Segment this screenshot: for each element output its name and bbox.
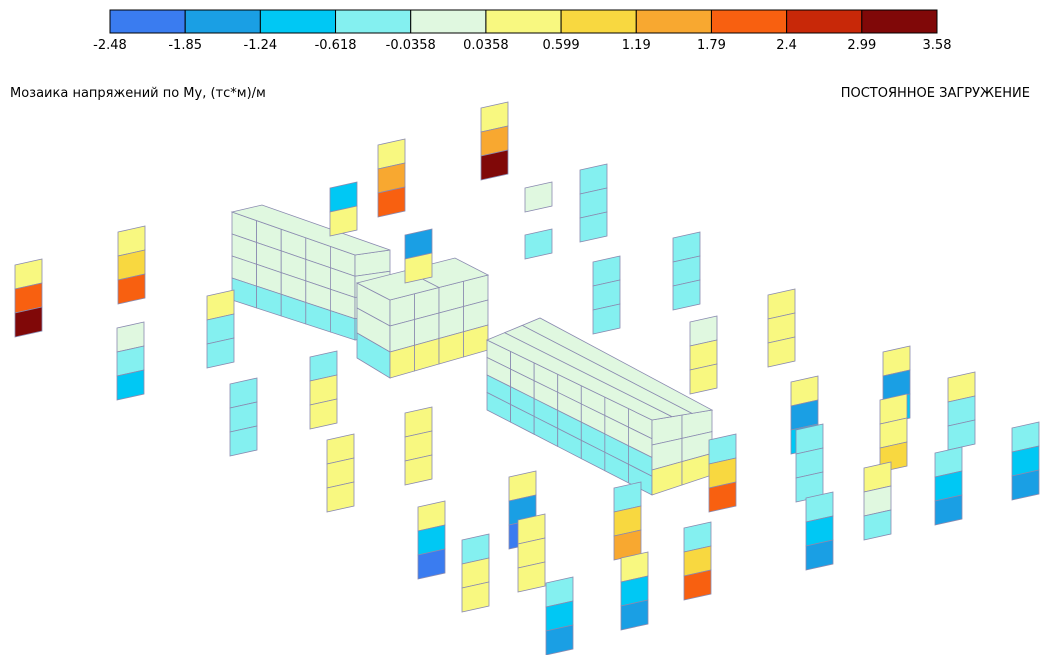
legend-swatch bbox=[410, 9, 487, 34]
legend-tick-label: 2.99 bbox=[847, 38, 876, 53]
legend-swatch bbox=[184, 9, 261, 34]
legend-swatch bbox=[560, 9, 637, 34]
mosaic-cell bbox=[377, 186, 406, 218]
title: Мозаика напряжений по My, (тс*м)/м bbox=[10, 86, 266, 101]
mosaic-cell bbox=[404, 252, 433, 284]
mosaic-cell bbox=[683, 569, 712, 601]
legend-swatch bbox=[635, 9, 712, 34]
mosaic-cell bbox=[708, 481, 737, 513]
legend-tick-label: -1.24 bbox=[244, 38, 278, 53]
mosaic-cell bbox=[524, 181, 553, 213]
mosaic-cell bbox=[480, 149, 509, 181]
mosaic-cell bbox=[326, 481, 355, 513]
mosaic-cell bbox=[14, 306, 43, 338]
legend-swatch bbox=[335, 9, 412, 34]
mosaic-cell bbox=[521, 317, 714, 414]
mosaic-cell bbox=[116, 369, 145, 401]
legend-swatch bbox=[786, 9, 863, 34]
mosaic-cell bbox=[206, 337, 235, 369]
mosaic-cell bbox=[1011, 469, 1040, 501]
mosaic-cell bbox=[592, 303, 621, 335]
legend-tick-label: 1.19 bbox=[622, 38, 651, 53]
mosaic-cell bbox=[579, 211, 608, 243]
mosaic-cell bbox=[417, 548, 446, 580]
legend-tick-label: 0.599 bbox=[542, 38, 579, 53]
mosaic-cell bbox=[672, 279, 701, 311]
mosaic-cell bbox=[934, 494, 963, 526]
mosaic-cell bbox=[404, 454, 433, 486]
mosaic-cell bbox=[524, 228, 553, 260]
load-case: ПОСТОЯННОЕ ЗАГРУЖЕНИЕ bbox=[841, 86, 1030, 101]
mosaic-cell bbox=[620, 599, 649, 631]
mosaic-cell bbox=[689, 363, 718, 395]
mosaic-cell bbox=[805, 539, 834, 571]
legend-tick-label: 3.58 bbox=[923, 38, 952, 53]
mosaic-cell bbox=[947, 419, 976, 451]
legend-swatch bbox=[485, 9, 562, 34]
legend-swatch bbox=[861, 9, 938, 34]
legend-tick-label: -0.0358 bbox=[386, 38, 436, 53]
mosaic-cell bbox=[863, 509, 892, 541]
mosaic-cell bbox=[329, 205, 358, 237]
legend-tick-label: -2.48 bbox=[93, 38, 127, 53]
legend-swatch bbox=[109, 9, 186, 34]
legend-swatch bbox=[710, 9, 788, 34]
mosaic-cell bbox=[309, 398, 338, 430]
legend-tick-label: 1.79 bbox=[697, 38, 726, 53]
legend-tick-label: -1.85 bbox=[168, 38, 202, 53]
legend-tick-label: -0.618 bbox=[315, 38, 357, 53]
legend-tick-label: 0.0358 bbox=[463, 38, 509, 53]
mosaic-cell bbox=[517, 561, 546, 593]
mosaic-cell bbox=[229, 425, 258, 457]
mosaic-cell bbox=[545, 624, 574, 656]
legend-swatch bbox=[259, 9, 337, 34]
mosaic-cell bbox=[461, 581, 490, 613]
mosaic-cell bbox=[230, 204, 391, 256]
legend-tick-label: 2.4 bbox=[776, 38, 797, 53]
mosaic-cell bbox=[767, 336, 796, 368]
mosaic-cell bbox=[117, 273, 146, 305]
